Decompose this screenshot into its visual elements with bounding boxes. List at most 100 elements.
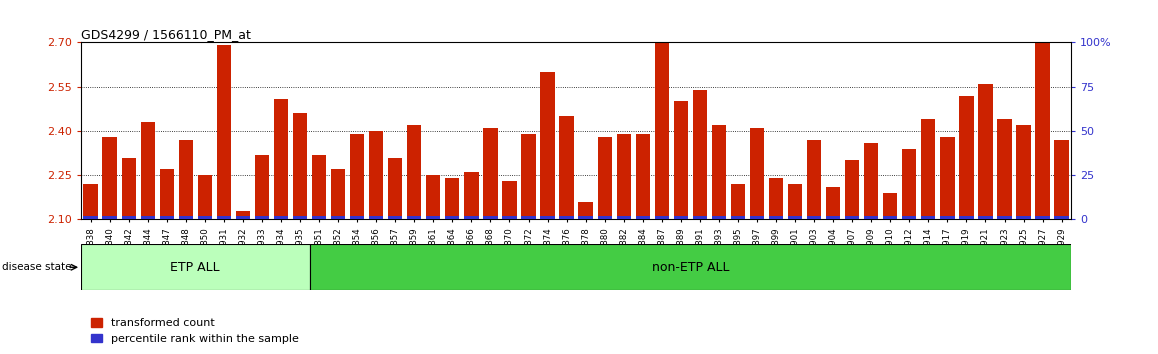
Bar <box>1035 216 1050 219</box>
Bar <box>579 202 593 219</box>
Bar <box>787 184 802 219</box>
Text: GDS4299 / 1566110_PM_at: GDS4299 / 1566110_PM_at <box>81 28 251 41</box>
Bar <box>350 216 365 219</box>
Bar <box>198 216 212 219</box>
Bar <box>979 216 992 219</box>
Bar <box>1035 42 1050 219</box>
Bar <box>940 216 954 219</box>
Bar <box>579 216 593 219</box>
Bar <box>122 158 135 219</box>
Bar <box>940 137 954 219</box>
Bar <box>769 216 783 219</box>
Bar <box>1055 140 1069 219</box>
Bar <box>769 178 783 219</box>
Bar <box>674 102 688 219</box>
Bar <box>255 155 269 219</box>
Bar <box>483 216 498 219</box>
Bar <box>293 113 307 219</box>
Bar <box>598 216 611 219</box>
Bar <box>178 216 193 219</box>
Bar <box>864 143 879 219</box>
Bar <box>541 72 555 219</box>
Bar <box>369 216 383 219</box>
Bar <box>83 216 97 219</box>
Bar <box>426 216 440 219</box>
Bar <box>255 216 269 219</box>
Bar <box>826 216 841 219</box>
Bar <box>483 128 498 219</box>
Bar <box>369 131 383 219</box>
Bar <box>731 216 745 219</box>
Bar <box>464 172 478 219</box>
Bar <box>388 158 402 219</box>
Bar <box>902 149 916 219</box>
Bar <box>807 140 821 219</box>
Bar <box>312 155 327 219</box>
Bar <box>81 244 309 290</box>
Bar <box>309 244 1071 290</box>
Bar <box>979 84 992 219</box>
Bar <box>750 216 764 219</box>
Bar <box>959 216 974 219</box>
Bar <box>503 216 516 219</box>
Bar <box>997 119 1012 219</box>
Text: ETP ALL: ETP ALL <box>170 261 220 274</box>
Bar <box>636 216 650 219</box>
Bar <box>997 216 1012 219</box>
Bar <box>787 216 802 219</box>
Bar <box>712 216 726 219</box>
Bar <box>559 116 573 219</box>
Bar <box>503 181 516 219</box>
Bar <box>273 216 288 219</box>
Bar <box>598 137 611 219</box>
Bar <box>198 175 212 219</box>
Bar <box>160 216 174 219</box>
Bar <box>312 216 327 219</box>
Bar <box>122 216 135 219</box>
Bar <box>521 216 536 219</box>
Bar <box>616 216 631 219</box>
Bar <box>331 216 345 219</box>
Bar <box>408 125 422 219</box>
Bar <box>692 216 708 219</box>
Bar <box>217 216 230 219</box>
Bar <box>273 98 288 219</box>
Bar <box>845 216 859 219</box>
Text: non-ETP ALL: non-ETP ALL <box>652 261 730 274</box>
Bar <box>331 169 345 219</box>
Bar <box>807 216 821 219</box>
Bar <box>445 216 460 219</box>
Bar <box>922 119 936 219</box>
Bar <box>140 122 155 219</box>
Bar <box>1055 216 1069 219</box>
Bar <box>654 42 669 219</box>
Bar <box>902 216 916 219</box>
Bar <box>616 134 631 219</box>
Bar <box>731 184 745 219</box>
Bar <box>350 134 365 219</box>
Bar <box>388 216 402 219</box>
Bar <box>884 193 897 219</box>
Bar <box>559 216 573 219</box>
Bar <box>826 187 841 219</box>
Bar <box>236 211 250 219</box>
Bar <box>864 216 879 219</box>
Bar <box>1017 125 1031 219</box>
Bar <box>178 140 193 219</box>
Bar <box>959 96 974 219</box>
Bar <box>692 90 708 219</box>
Bar <box>83 184 97 219</box>
Bar <box>1017 216 1031 219</box>
Bar <box>293 216 307 219</box>
Bar <box>750 128 764 219</box>
Bar <box>845 160 859 219</box>
Bar <box>712 125 726 219</box>
Bar <box>236 216 250 219</box>
Bar <box>217 45 230 219</box>
Text: disease state: disease state <box>2 262 72 272</box>
Bar <box>922 216 936 219</box>
Bar <box>674 216 688 219</box>
Legend: transformed count, percentile rank within the sample: transformed count, percentile rank withi… <box>87 314 303 348</box>
Bar <box>884 216 897 219</box>
Bar <box>464 216 478 219</box>
